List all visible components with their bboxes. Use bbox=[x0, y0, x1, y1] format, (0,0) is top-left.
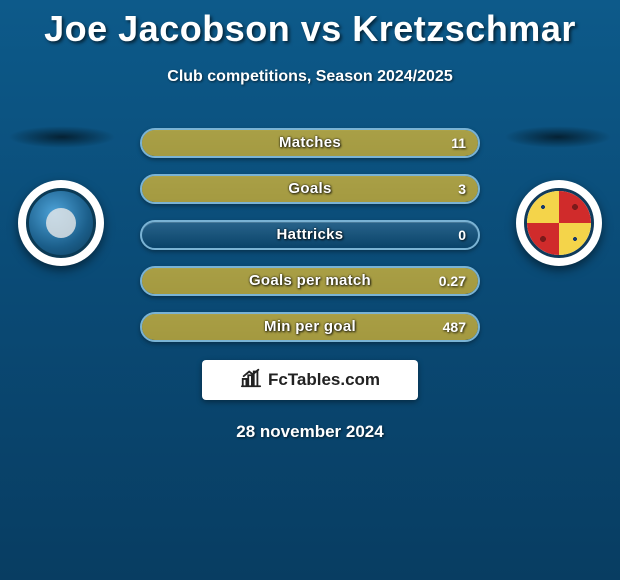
stat-rows: Matches11 Goals3 Hattricks0 Goals per match… bbox=[140, 126, 480, 342]
stat-row: Matches11 bbox=[140, 128, 480, 158]
stat-value-right: 0 bbox=[446, 222, 478, 248]
stat-value-right: 11 bbox=[439, 130, 478, 156]
chart-icon bbox=[240, 367, 262, 394]
stat-label: Hattricks bbox=[142, 222, 478, 248]
stat-row: Goals3 bbox=[140, 174, 480, 204]
page-title: Joe Jacobson vs Kretzschmar bbox=[0, 0, 620, 50]
club-crest-right bbox=[516, 180, 602, 266]
stat-value-right: 0.27 bbox=[427, 268, 478, 294]
stat-value-right: 3 bbox=[446, 176, 478, 202]
stat-value-right: 487 bbox=[431, 314, 478, 340]
branding-badge: FcTables.com bbox=[202, 360, 418, 400]
stat-row: Min per goal487 bbox=[140, 312, 480, 342]
stat-row: Goals per match0.27 bbox=[140, 266, 480, 296]
crest-graphic-right bbox=[524, 188, 594, 258]
stat-row: Hattricks0 bbox=[140, 220, 480, 250]
avatar-shadow-right bbox=[504, 126, 612, 148]
stat-label: Goals bbox=[142, 176, 478, 202]
stat-label: Matches bbox=[142, 130, 478, 156]
branding-text: FcTables.com bbox=[268, 370, 380, 390]
crest-graphic-left bbox=[26, 188, 96, 258]
stat-label: Min per goal bbox=[142, 314, 478, 340]
avatar-shadow-left bbox=[8, 126, 116, 148]
date-text: 28 november 2024 bbox=[0, 422, 620, 442]
page-subtitle: Club competitions, Season 2024/2025 bbox=[0, 68, 620, 86]
comparison-panel: Matches11 Goals3 Hattricks0 Goals per match… bbox=[0, 126, 620, 442]
club-crest-left bbox=[18, 180, 104, 266]
